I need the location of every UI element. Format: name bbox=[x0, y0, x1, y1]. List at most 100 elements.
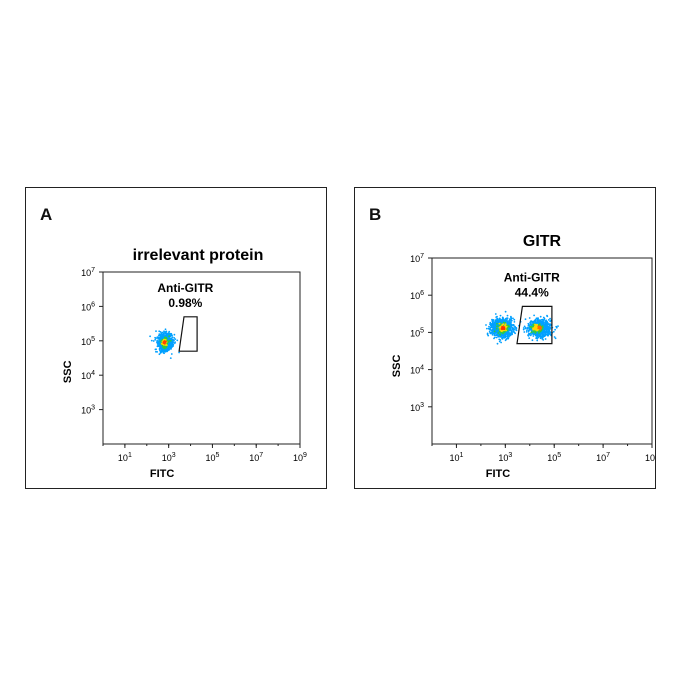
event-dot bbox=[544, 327, 547, 329]
event-dots bbox=[485, 310, 559, 345]
event-dot bbox=[527, 326, 529, 329]
event-dot bbox=[487, 327, 490, 330]
event-dot bbox=[162, 351, 165, 354]
event-dot bbox=[499, 331, 502, 334]
event-dot bbox=[499, 314, 502, 317]
event-dot bbox=[158, 338, 161, 341]
event-dot bbox=[554, 337, 557, 340]
event-dot bbox=[501, 316, 504, 319]
x-axis-label: FITC bbox=[150, 468, 174, 480]
event-dot bbox=[164, 341, 166, 344]
event-dot bbox=[167, 347, 169, 350]
event-dot bbox=[546, 326, 549, 328]
event-dot bbox=[504, 310, 507, 313]
event-dot bbox=[510, 321, 512, 323]
event-dot bbox=[532, 335, 535, 337]
event-dot bbox=[544, 338, 547, 340]
event-dot bbox=[493, 337, 495, 340]
event-dot bbox=[528, 333, 530, 335]
event-dot bbox=[535, 325, 538, 327]
event-dot bbox=[171, 338, 174, 341]
event-dot bbox=[529, 325, 532, 328]
event-dot bbox=[506, 317, 509, 320]
event-dot bbox=[527, 322, 530, 325]
y-tick-label: 103 bbox=[81, 405, 95, 416]
event-dot bbox=[554, 328, 556, 331]
facs-plot-b: GITR 101 103 105 107 109 103 104 105 106 107 FITC SS… bbox=[391, 233, 655, 480]
event-dot bbox=[489, 328, 492, 331]
event-dot bbox=[494, 319, 497, 322]
event-dot bbox=[544, 325, 547, 327]
event-dot bbox=[487, 334, 490, 337]
event-dot bbox=[174, 338, 177, 340]
x-tick-label: 109 bbox=[293, 452, 307, 463]
event-dot bbox=[510, 315, 512, 318]
event-dot bbox=[543, 318, 545, 321]
event-dot bbox=[495, 334, 497, 337]
event-dot bbox=[486, 332, 489, 335]
event-dot bbox=[485, 324, 487, 326]
event-dot bbox=[501, 323, 504, 326]
y-tick-label: 106 bbox=[410, 290, 424, 301]
event-dot bbox=[531, 325, 533, 328]
event-dot bbox=[546, 314, 548, 317]
event-dot bbox=[530, 331, 533, 334]
event-dot bbox=[499, 329, 502, 331]
event-dot bbox=[488, 330, 491, 333]
facs-plot-a: irrelevant protein 101 103 105 107 109 103 104 1… bbox=[62, 247, 307, 480]
event-dot bbox=[496, 342, 499, 345]
event-dot bbox=[161, 350, 164, 353]
event-dot bbox=[505, 333, 508, 335]
event-dot bbox=[497, 335, 499, 338]
event-dot bbox=[552, 330, 555, 333]
event-dot bbox=[533, 321, 536, 323]
y-tick-label: 104 bbox=[410, 365, 424, 376]
event-dot bbox=[541, 326, 544, 329]
event-dot bbox=[540, 321, 542, 324]
event-dot bbox=[547, 319, 550, 321]
event-dot bbox=[498, 326, 501, 329]
event-dot bbox=[162, 334, 165, 337]
event-dot bbox=[169, 339, 172, 342]
event-dot bbox=[536, 335, 539, 338]
event-dot bbox=[164, 349, 167, 352]
event-dot bbox=[159, 340, 162, 343]
event-dot bbox=[170, 337, 173, 340]
event-dot bbox=[156, 345, 159, 348]
event-dot bbox=[156, 351, 159, 353]
event-dot bbox=[526, 329, 528, 332]
event-dot bbox=[549, 317, 551, 320]
event-dot bbox=[489, 321, 492, 324]
event-dot bbox=[513, 327, 515, 329]
x-tick-label: 101 bbox=[449, 452, 463, 463]
event-dot bbox=[492, 319, 495, 321]
event-dot bbox=[528, 337, 531, 339]
event-dot bbox=[523, 325, 526, 328]
event-dot bbox=[168, 339, 171, 342]
event-dot bbox=[548, 328, 550, 331]
plot-frame bbox=[102, 271, 301, 445]
event-dot bbox=[536, 332, 538, 335]
event-dot bbox=[169, 357, 172, 359]
event-dot bbox=[496, 320, 498, 323]
x-tick-label: 103 bbox=[162, 452, 176, 463]
event-dot bbox=[491, 321, 494, 323]
event-dot bbox=[492, 328, 495, 331]
event-dot bbox=[502, 321, 505, 324]
event-dot bbox=[504, 326, 507, 328]
event-dot bbox=[496, 315, 498, 318]
event-dot bbox=[533, 314, 535, 317]
event-dot bbox=[149, 335, 151, 338]
event-dot bbox=[527, 330, 530, 333]
facs-panel-a: A irrelevant protein 101 103 105 107 109 103 10… bbox=[25, 187, 327, 489]
event-dot bbox=[152, 340, 155, 342]
event-dot bbox=[512, 324, 514, 326]
event-dot bbox=[530, 327, 533, 329]
event-dot bbox=[496, 322, 498, 325]
event-dot bbox=[502, 327, 505, 330]
event-dot bbox=[502, 320, 505, 322]
x-tick-label: 109 bbox=[645, 452, 655, 463]
event-dot bbox=[497, 332, 500, 334]
event-dot bbox=[501, 336, 504, 339]
y-tick-label: 105 bbox=[81, 336, 95, 347]
